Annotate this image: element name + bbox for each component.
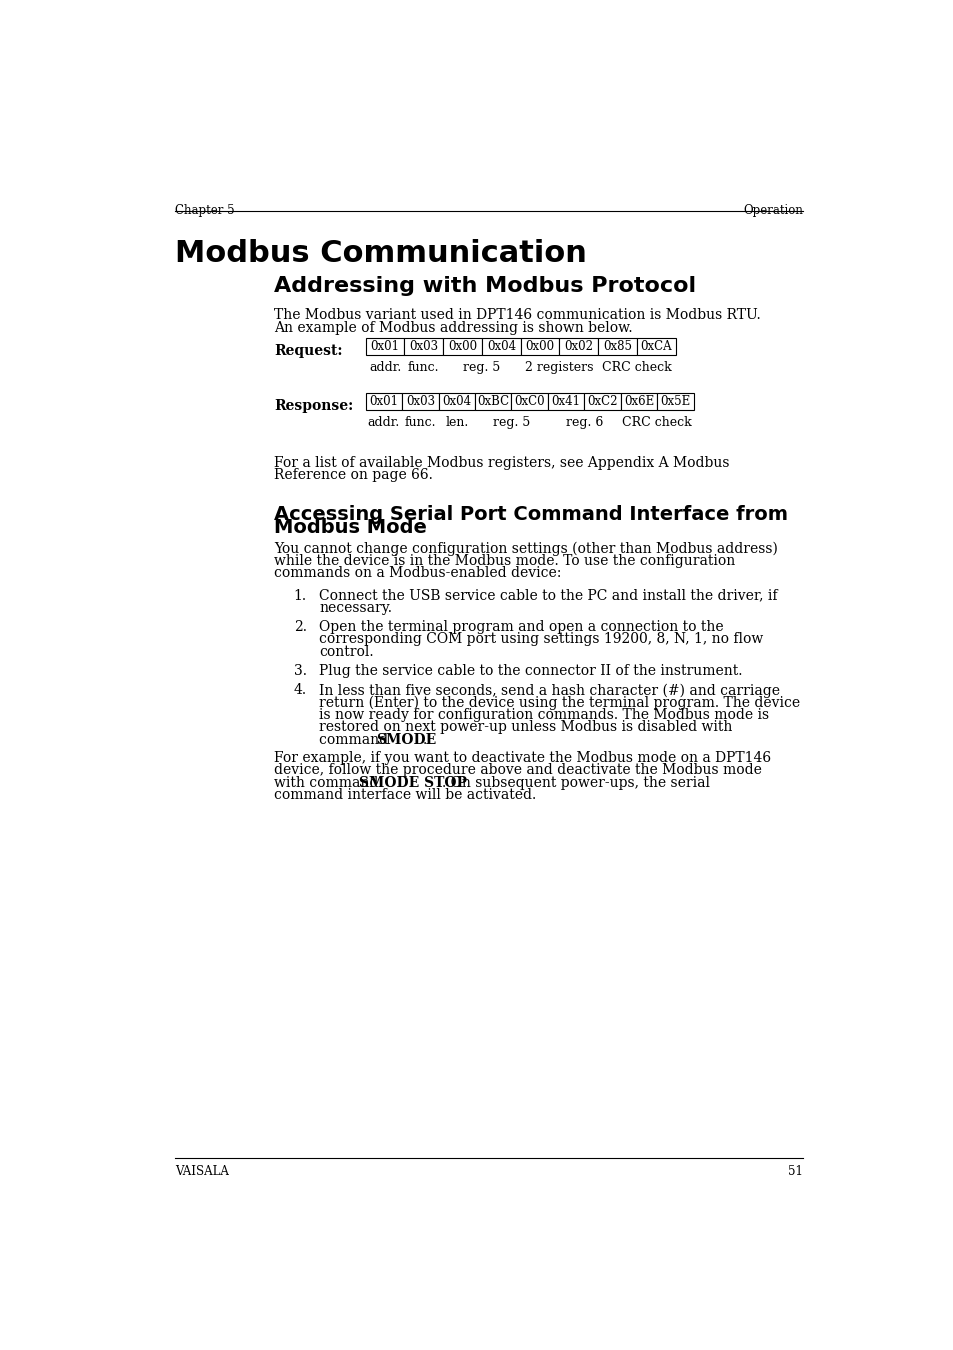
Text: 2.: 2. [294,620,307,634]
Bar [657,393,693,410]
Text: necessary.: necessary. [319,601,392,614]
Text: 4.: 4. [294,683,307,698]
Text: restored on next power-up unless Modbus is disabled with: restored on next power-up unless Modbus … [319,721,732,734]
Text: commands on a Modbus-enabled device:: commands on a Modbus-enabled device: [274,566,561,580]
Text: 0x01: 0x01 [369,396,398,408]
Text: Reference on page 66.: Reference on page 66. [274,468,433,482]
Bar [620,393,657,410]
Text: reg. 5: reg. 5 [493,416,530,429]
Text: command: command [319,733,393,747]
Text: device, follow the procedure above and deactivate the Modbus mode: device, follow the procedure above and d… [274,763,761,778]
Text: func.: func. [408,360,439,374]
Bar [558,338,598,355]
Text: 0xCA: 0xCA [639,340,672,352]
Text: The Modbus variant used in DPT146 communication is Modbus RTU.: The Modbus variant used in DPT146 commun… [274,308,760,323]
Text: func.: func. [404,416,436,429]
Text: Accessing Serial Port Command Interface from: Accessing Serial Port Command Interface … [274,505,787,524]
Text: 0x03: 0x03 [409,340,438,352]
Text: 0xC0: 0xC0 [514,396,544,408]
Text: 0x04: 0x04 [486,340,516,352]
Text: reg. 5: reg. 5 [463,360,500,374]
Bar [583,393,620,410]
Text: 0x41: 0x41 [551,396,580,408]
Text: 0x00: 0x00 [525,340,554,352]
Text: SMODE: SMODE [375,733,436,747]
Text: Request:: Request: [274,344,342,358]
Text: 2 registers: 2 registers [525,360,593,374]
Text: Modbus Mode: Modbus Mode [274,518,427,537]
Text: addr.: addr. [369,360,401,374]
Bar [481,338,520,355]
Text: For a list of available Modbus registers, see Appendix A Modbus: For a list of available Modbus registers… [274,456,729,470]
Text: For example, if you want to deactivate the Modbus mode on a DPT146: For example, if you want to deactivate t… [274,751,771,765]
Text: corresponding COM port using settings 19200, 8, N, 1, no flow: corresponding COM port using settings 19… [319,632,762,647]
Text: 0x04: 0x04 [442,396,471,408]
Text: Open the terminal program and open a connection to the: Open the terminal program and open a con… [319,620,723,634]
Text: VAISALA: VAISALA [174,1165,229,1177]
Text: with command: with command [274,776,382,790]
Text: command interface will be activated.: command interface will be activated. [274,788,536,802]
Bar [365,338,404,355]
Text: Modbus Communication: Modbus Communication [174,239,586,269]
Text: 0xC2: 0xC2 [587,396,617,408]
Bar [365,393,402,410]
Bar [511,393,547,410]
Text: 0xBC: 0xBC [476,396,509,408]
Text: 0x00: 0x00 [448,340,476,352]
Text: Chapter 5: Chapter 5 [174,204,234,217]
Text: CRC check: CRC check [621,416,691,429]
Text: len.: len. [445,416,468,429]
Text: control.: control. [319,645,374,659]
Text: Addressing with Modbus Protocol: Addressing with Modbus Protocol [274,275,696,296]
Text: Plug the service cable to the connector II of the instrument.: Plug the service cable to the connector … [319,664,742,678]
Bar [404,338,443,355]
Text: Response:: Response: [274,400,354,413]
Text: 0x01: 0x01 [370,340,399,352]
Text: is now ready for configuration commands. The Modbus mode is: is now ready for configuration commands.… [319,707,768,722]
Text: . On subsequent power-ups, the serial: . On subsequent power-ups, the serial [442,776,709,790]
Text: 0x6E: 0x6E [623,396,654,408]
Text: .: . [422,733,427,747]
Text: while the device is in the Modbus mode. To use the configuration: while the device is in the Modbus mode. … [274,554,735,568]
Text: addr.: addr. [368,416,399,429]
Text: SMODE STOP: SMODE STOP [358,776,466,790]
Text: You cannot change configuration settings (other than Modbus address): You cannot change configuration settings… [274,541,778,556]
Bar [475,393,511,410]
Text: return (Enter) to the device using the terminal program. The device: return (Enter) to the device using the t… [319,695,800,710]
Text: Connect the USB service cable to the PC and install the driver, if: Connect the USB service cable to the PC … [319,589,777,602]
Bar [637,338,675,355]
Text: 0x5E: 0x5E [659,396,690,408]
Text: 0x03: 0x03 [405,396,435,408]
Bar [547,393,583,410]
Bar [520,338,558,355]
Text: CRC check: CRC check [601,360,671,374]
Bar [598,338,637,355]
Text: 1.: 1. [294,589,307,602]
Text: 51: 51 [787,1165,802,1177]
Text: An example of Modbus addressing is shown below.: An example of Modbus addressing is shown… [274,320,632,335]
Bar [443,338,481,355]
Text: 0x85: 0x85 [602,340,632,352]
Text: In less than five seconds, send a hash character (#) and carriage: In less than five seconds, send a hash c… [319,683,780,698]
Text: 0x02: 0x02 [564,340,593,352]
Text: 3.: 3. [294,664,307,678]
Text: reg. 6: reg. 6 [565,416,602,429]
Bar [438,393,475,410]
Text: Operation: Operation [742,204,802,217]
Bar [402,393,438,410]
